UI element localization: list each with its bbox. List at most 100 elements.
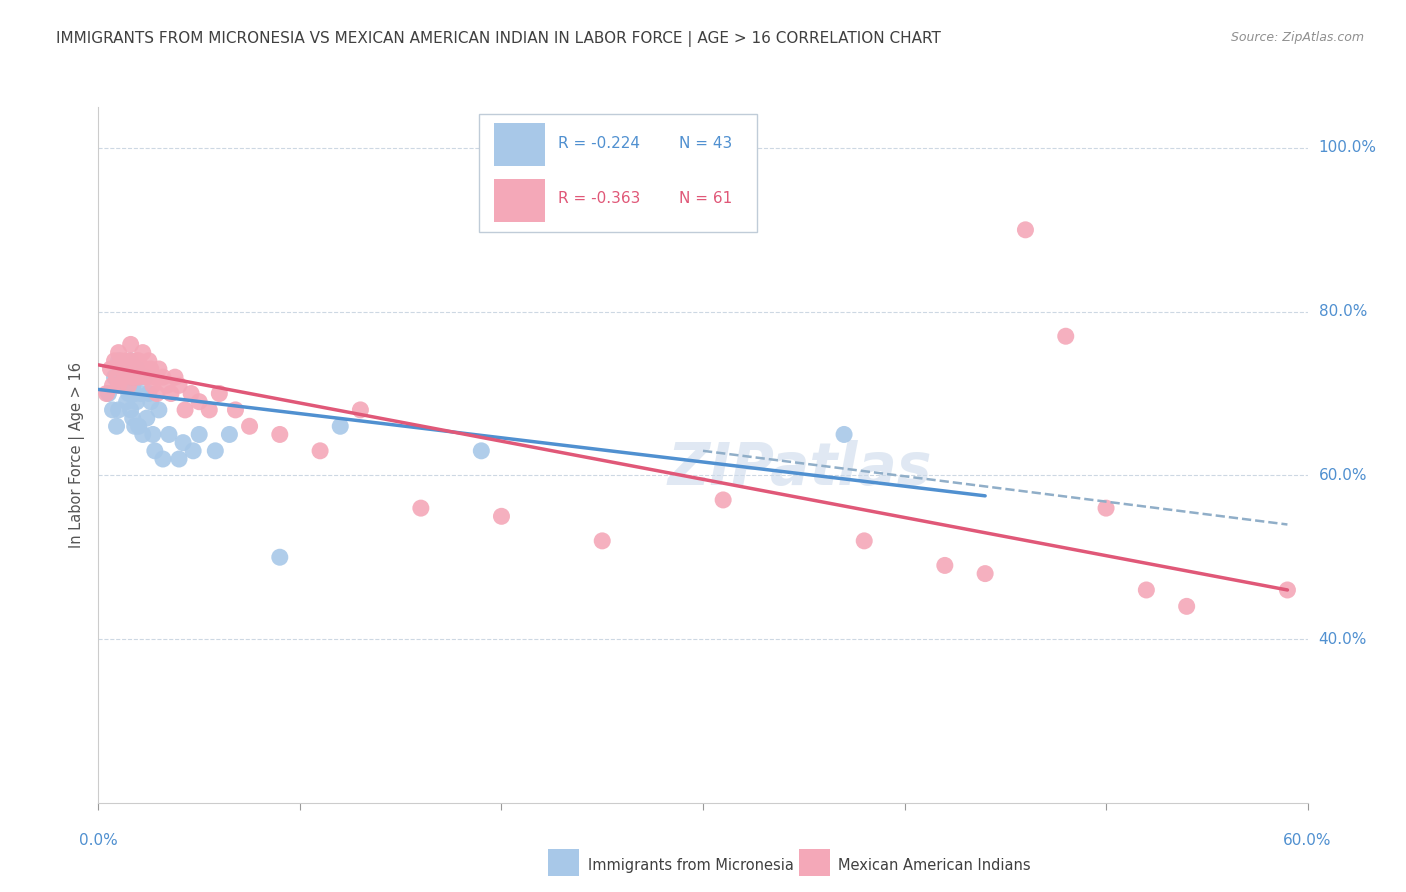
Point <box>1175 599 1198 614</box>
Y-axis label: In Labor Force | Age > 16: In Labor Force | Age > 16 <box>69 362 86 548</box>
Text: Source: ZipAtlas.com: Source: ZipAtlas.com <box>1230 31 1364 45</box>
Point <box>409 501 432 516</box>
Point <box>132 345 155 359</box>
Point <box>121 411 143 425</box>
Point <box>100 362 122 376</box>
Point <box>269 550 291 565</box>
Point <box>121 378 143 392</box>
Point <box>832 427 855 442</box>
Point <box>143 370 166 384</box>
Point <box>107 345 129 359</box>
Text: N = 61: N = 61 <box>679 192 733 206</box>
FancyBboxPatch shape <box>494 123 544 166</box>
FancyBboxPatch shape <box>494 178 544 222</box>
Point <box>124 386 146 401</box>
Point <box>125 362 148 376</box>
Point <box>120 353 142 368</box>
Point <box>204 443 226 458</box>
Text: Immigrants from Micronesia: Immigrants from Micronesia <box>588 858 793 872</box>
Point <box>120 403 142 417</box>
Point <box>188 394 211 409</box>
Point <box>107 378 129 392</box>
Point <box>97 386 120 401</box>
Point <box>128 353 150 368</box>
Point <box>107 378 129 392</box>
Point <box>1277 582 1299 597</box>
Point <box>124 362 146 376</box>
Point <box>124 419 146 434</box>
Point <box>181 443 204 458</box>
Point <box>142 427 165 442</box>
Point <box>146 386 169 401</box>
Point <box>134 362 156 376</box>
Point <box>105 370 128 384</box>
Point <box>167 452 190 467</box>
FancyBboxPatch shape <box>479 114 758 232</box>
Point <box>120 353 142 368</box>
Point <box>148 362 170 376</box>
Point <box>118 386 141 401</box>
Point <box>329 419 352 434</box>
Point <box>118 378 141 392</box>
Point <box>135 411 157 425</box>
Point <box>96 386 118 401</box>
Point <box>157 427 180 442</box>
Point <box>224 403 246 417</box>
Point <box>105 419 128 434</box>
Text: 0.0%: 0.0% <box>79 833 118 848</box>
Point <box>138 353 160 368</box>
Point <box>180 386 202 401</box>
Point <box>1135 582 1157 597</box>
Point <box>156 378 179 392</box>
Point <box>269 427 291 442</box>
Point <box>135 370 157 384</box>
Point <box>167 378 190 392</box>
Point <box>218 427 240 442</box>
Point <box>132 427 155 442</box>
Point <box>107 353 129 368</box>
Point <box>128 370 150 384</box>
Point <box>309 443 332 458</box>
Point <box>128 419 150 434</box>
Point <box>103 353 125 368</box>
Point <box>152 452 174 467</box>
Text: 100.0%: 100.0% <box>1319 140 1376 155</box>
Point <box>974 566 997 581</box>
Point <box>120 337 142 351</box>
Point <box>124 370 146 384</box>
Point <box>491 509 513 524</box>
Point <box>198 403 221 417</box>
Point <box>128 370 150 384</box>
Point <box>111 362 134 376</box>
Point <box>134 370 156 384</box>
Text: 40.0%: 40.0% <box>1319 632 1367 647</box>
Text: 60.0%: 60.0% <box>1284 833 1331 848</box>
Point <box>139 394 162 409</box>
Text: R = -0.224: R = -0.224 <box>558 136 640 151</box>
Point <box>711 492 734 507</box>
Point <box>139 362 162 376</box>
Point <box>174 403 197 417</box>
Point <box>129 386 152 401</box>
Text: 80.0%: 80.0% <box>1319 304 1367 319</box>
Point <box>125 362 148 376</box>
Point <box>111 362 134 376</box>
Point <box>110 353 132 368</box>
Point <box>208 386 231 401</box>
Point <box>107 403 129 417</box>
Point <box>115 353 138 368</box>
Point <box>853 533 876 548</box>
Point <box>101 403 124 417</box>
Point <box>129 362 152 376</box>
Point <box>114 378 136 392</box>
Point <box>470 443 492 458</box>
Text: IMMIGRANTS FROM MICRONESIA VS MEXICAN AMERICAN INDIAN IN LABOR FORCE | AGE > 16 : IMMIGRANTS FROM MICRONESIA VS MEXICAN AM… <box>56 31 941 47</box>
Point <box>152 370 174 384</box>
Point <box>101 378 124 392</box>
Text: N = 43: N = 43 <box>679 136 733 151</box>
Point <box>118 370 141 384</box>
Point <box>142 378 165 392</box>
Text: 60.0%: 60.0% <box>1319 468 1367 483</box>
Point <box>121 362 143 376</box>
Point <box>118 362 141 376</box>
